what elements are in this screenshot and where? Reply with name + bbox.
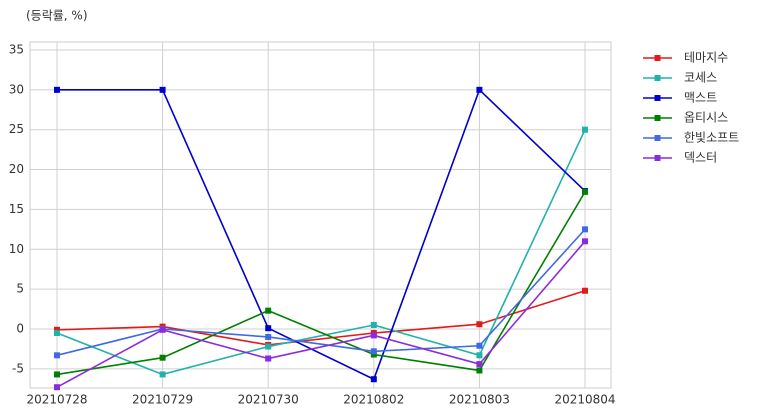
y-tick-label: 35 xyxy=(9,42,24,56)
point xyxy=(265,355,272,362)
point xyxy=(370,322,377,329)
y-tick-label: 30 xyxy=(9,82,24,96)
point xyxy=(265,333,272,340)
legend-label: 테마지수 xyxy=(684,51,728,65)
x-tick-label: 20210803 xyxy=(449,393,510,407)
point xyxy=(265,343,272,350)
legend-marker xyxy=(654,155,661,161)
point xyxy=(476,321,483,328)
legend-label: 옵티시스 xyxy=(684,111,728,125)
legend-label: 한빛소프트 xyxy=(684,131,739,145)
legend-label: 덱스터 xyxy=(684,151,717,165)
y-tick-label: 10 xyxy=(9,242,24,256)
series-line xyxy=(56,228,586,357)
legend-marker xyxy=(654,95,661,101)
chart-title: (등락률, %) xyxy=(26,9,88,23)
y-tick-label: 20 xyxy=(9,162,24,176)
x-tick-label: 20210802 xyxy=(343,393,404,407)
legend-marker xyxy=(654,115,661,121)
point xyxy=(54,371,60,378)
point xyxy=(476,367,483,374)
series-line xyxy=(56,191,586,376)
point xyxy=(582,238,588,245)
point xyxy=(370,332,377,339)
point xyxy=(54,326,60,333)
point xyxy=(582,287,588,294)
x-tick-label: 20210728 xyxy=(26,393,87,407)
point xyxy=(54,352,60,359)
legend-label: 코세스 xyxy=(684,71,717,85)
y-tick-label: 25 xyxy=(9,122,24,136)
series-line xyxy=(57,88,586,381)
x-tick-label: 20210804 xyxy=(554,393,615,407)
point xyxy=(476,361,483,368)
y-tick-label: 5 xyxy=(16,282,24,296)
point xyxy=(582,188,588,195)
x-tick-label: 20210729 xyxy=(132,393,193,407)
point xyxy=(159,326,166,333)
legend-marker xyxy=(654,55,661,61)
point xyxy=(582,226,588,233)
legend-label: 맥스트 xyxy=(684,91,717,105)
point xyxy=(159,86,166,93)
point xyxy=(476,342,483,349)
point xyxy=(370,351,377,358)
y-tick-label: 15 xyxy=(9,202,24,216)
point xyxy=(582,126,588,133)
x-tick-label: 20210730 xyxy=(238,393,299,407)
point xyxy=(370,348,377,355)
point xyxy=(159,371,166,378)
plot-frame xyxy=(29,41,612,389)
legend-marker xyxy=(654,75,661,81)
series-line xyxy=(56,240,586,388)
point xyxy=(265,325,272,332)
point xyxy=(476,86,483,93)
legend-marker xyxy=(654,135,661,141)
point xyxy=(265,307,272,314)
point xyxy=(54,384,60,391)
point xyxy=(159,354,166,361)
y-tick-label: -5 xyxy=(12,361,24,375)
series-line xyxy=(56,129,586,376)
point xyxy=(370,376,377,383)
point xyxy=(54,329,60,336)
point xyxy=(54,86,60,93)
y-tick-label: 0 xyxy=(16,322,24,336)
point xyxy=(476,352,483,359)
